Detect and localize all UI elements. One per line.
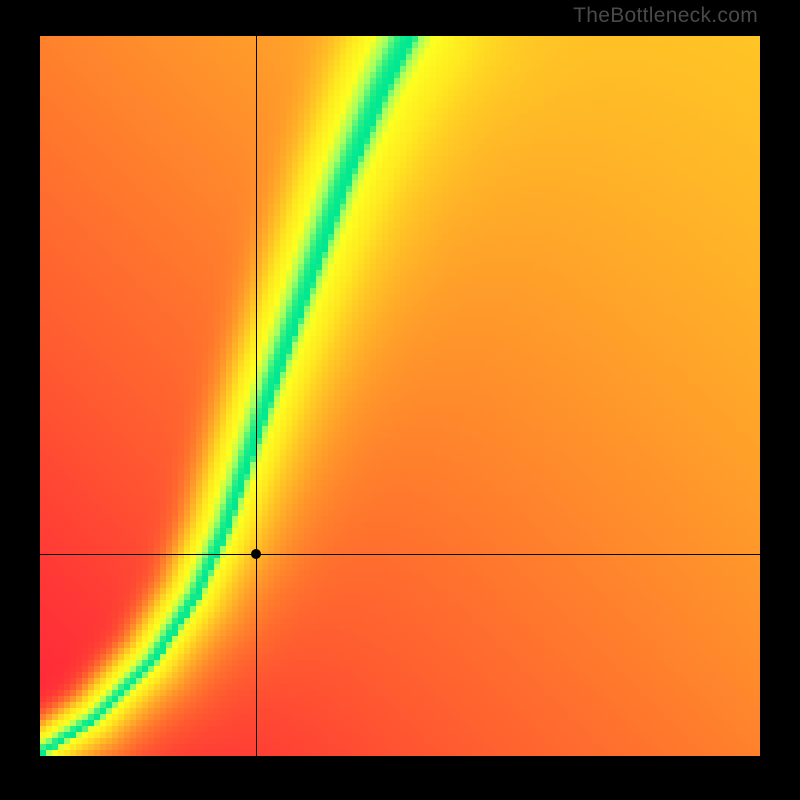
crosshair-vertical <box>256 36 257 756</box>
heatmap-canvas <box>40 36 760 756</box>
watermark-text: TheBottleneck.com <box>573 4 758 28</box>
plot-area <box>40 36 760 756</box>
crosshair-horizontal <box>40 554 760 555</box>
marker-dot <box>251 549 261 559</box>
